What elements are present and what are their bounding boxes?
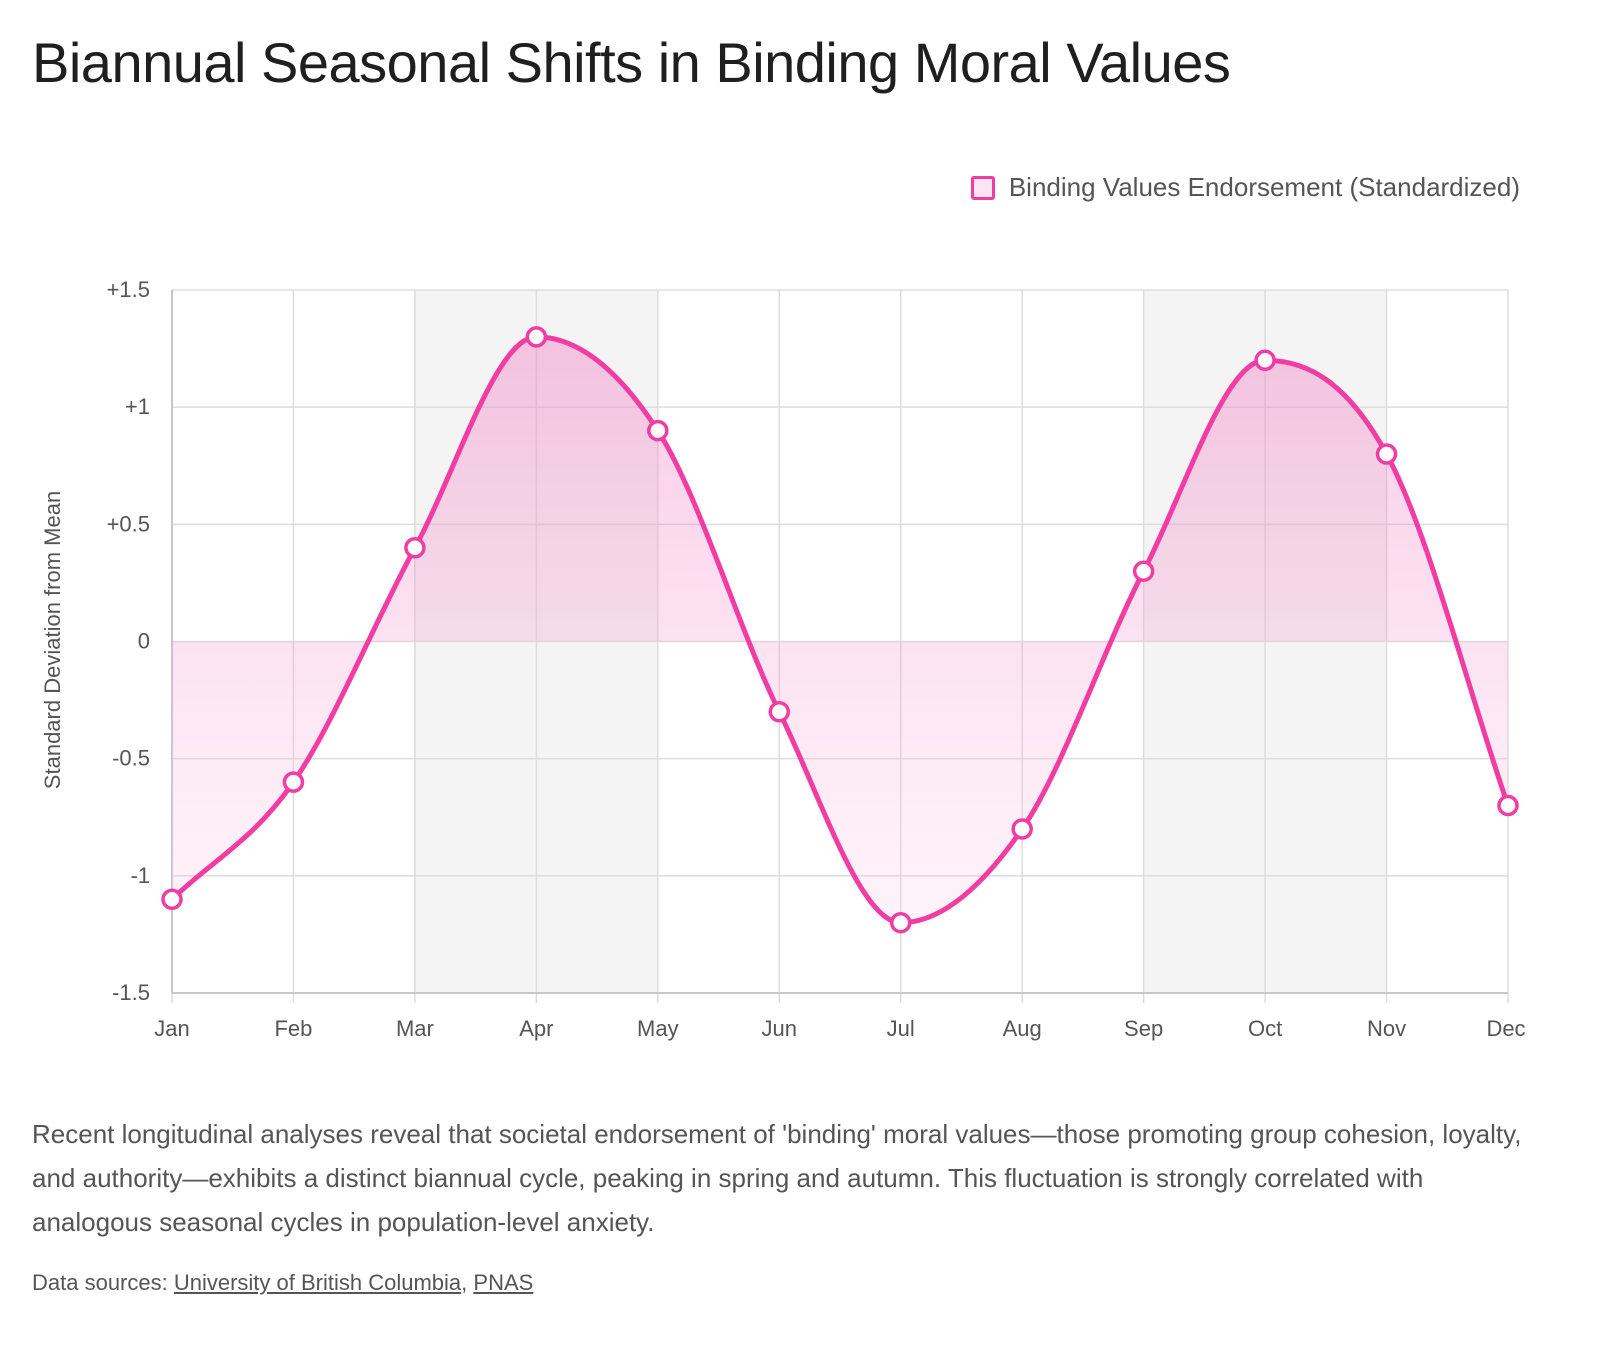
page-title: Biannual Seasonal Shifts in Binding Mora… (32, 31, 1231, 94)
x-tick-label: May (637, 1016, 679, 1041)
data-point-oct[interactable] (1254, 349, 1276, 372)
data-point-sep[interactable] (1132, 560, 1155, 582)
y-tick-label: +0.5 (107, 511, 150, 536)
series-area-fill (172, 336, 1508, 923)
y-tick-label: -1.5 (112, 980, 150, 1005)
x-tick-label: Nov (1367, 1016, 1406, 1041)
y-tick-label: 0 (138, 629, 150, 654)
data-sources: Data sources: University of British Colu… (32, 1270, 533, 1296)
legend-label: Binding Values Endorsement (Standardized… (1008, 172, 1520, 202)
x-tick-label: Jun (762, 1016, 797, 1041)
source-link-ubc[interactable]: University of British Columbia (173, 1270, 462, 1295)
y-tick-label: -0.5 (112, 746, 150, 771)
sources-prefix: Data sources: (32, 1270, 174, 1295)
sources-separator: , (461, 1270, 474, 1295)
chart-description: Recent longitudinal analyses reveal that… (32, 1119, 1522, 1237)
data-points (161, 326, 1519, 934)
source-link-pnas[interactable]: PNAS (473, 1270, 534, 1295)
data-point-jun[interactable] (768, 701, 791, 723)
data-point-dec[interactable] (1497, 794, 1519, 817)
data-point-apr[interactable] (525, 326, 548, 348)
chart-legend[interactable]: Binding Values Endorsement (Standardized… (970, 172, 1520, 203)
x-tick-label: Apr (519, 1016, 553, 1041)
data-point-jul[interactable] (889, 911, 912, 934)
data-point-may[interactable] (647, 419, 669, 442)
legend-swatch (970, 175, 995, 200)
data-point-mar[interactable] (404, 537, 426, 559)
data-point-nov[interactable] (1375, 443, 1398, 465)
x-tick-label: Mar (396, 1016, 434, 1041)
series-line (170, 334, 1511, 926)
x-tick-label: Feb (274, 1016, 312, 1041)
x-tick-label: Sep (1124, 1016, 1163, 1041)
y-tick-label: +1.5 (107, 277, 150, 302)
x-tick-label: Dec (1486, 1016, 1525, 1041)
x-tick-label: Jul (887, 1016, 915, 1041)
y-tick-label: +1 (125, 394, 150, 419)
x-tick-label: Oct (1248, 1016, 1282, 1041)
y-tick-label: -1 (130, 863, 150, 888)
data-point-jan[interactable] (161, 888, 183, 911)
data-point-aug[interactable] (1011, 818, 1033, 840)
data-point-feb[interactable] (282, 771, 305, 793)
y-axis-title: Standard Deviation from Mean (40, 491, 65, 789)
x-tick-label: Aug (1003, 1016, 1042, 1041)
x-tick-label: Jan (154, 1016, 189, 1041)
